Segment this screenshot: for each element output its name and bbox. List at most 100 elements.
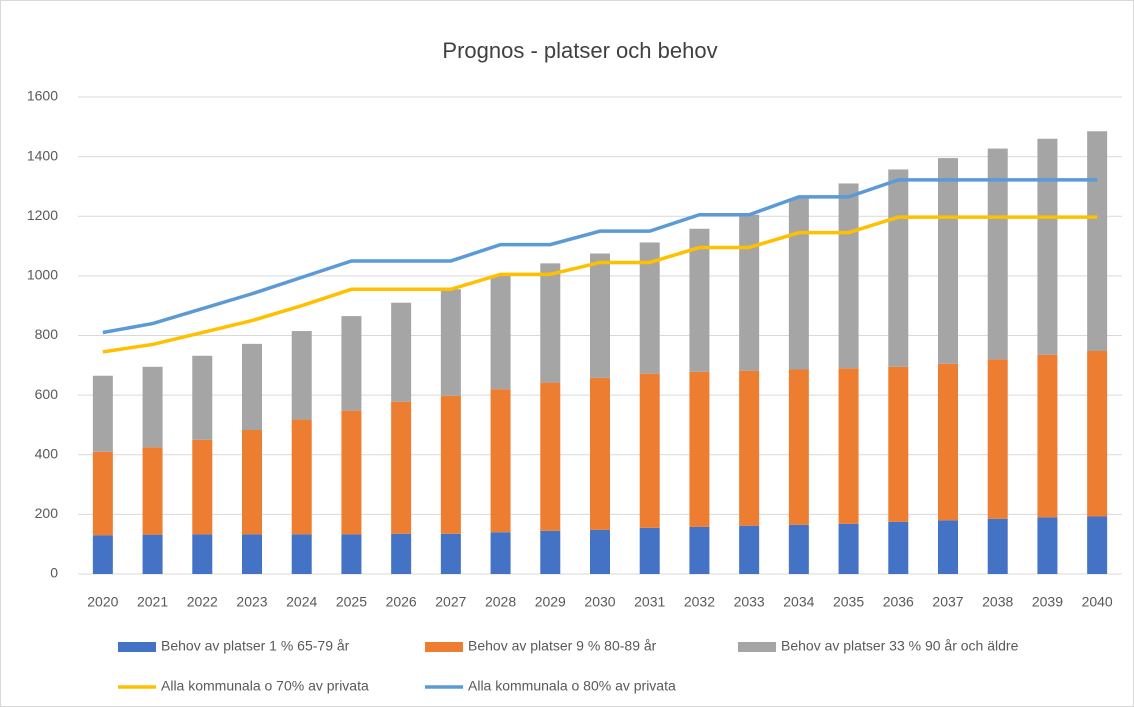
legend-label: Behov av platser 1 % 65-79 år — [161, 638, 350, 654]
bar — [242, 430, 262, 535]
bar — [142, 534, 163, 574]
y-tick-label: 1400 — [27, 147, 58, 163]
x-tick-label: 2021 — [137, 594, 168, 610]
legend-swatch — [425, 642, 463, 652]
bar — [938, 363, 958, 521]
bar — [440, 395, 461, 534]
bar — [888, 521, 909, 574]
bar — [192, 439, 213, 535]
bar — [92, 535, 113, 574]
bar — [391, 533, 412, 574]
legend-label: Behov av platser 33 % 90 år och äldre — [781, 638, 1019, 654]
bar — [1037, 354, 1058, 518]
bar — [888, 366, 909, 522]
bar — [788, 198, 809, 370]
y-tick-label: 600 — [35, 386, 59, 402]
legend-label: Alla kommunala o 70% av privata — [161, 678, 369, 694]
bar — [440, 289, 461, 396]
line — [102, 215, 1098, 354]
bar — [490, 532, 511, 574]
bar — [540, 263, 561, 383]
bar — [590, 377, 610, 530]
bar — [838, 368, 859, 524]
bar — [938, 520, 958, 574]
bar — [341, 410, 362, 535]
bar — [540, 382, 561, 531]
x-tick-label: 2036 — [883, 594, 914, 610]
bar — [689, 371, 710, 527]
bar — [192, 534, 213, 574]
x-tick-label: 2026 — [386, 594, 417, 610]
bar — [490, 275, 511, 390]
bar — [341, 534, 362, 574]
x-tick-label: 2022 — [187, 594, 218, 610]
y-tick-label: 0 — [50, 565, 58, 581]
y-tick-label: 1000 — [27, 267, 58, 283]
bar — [987, 359, 1008, 519]
bar — [888, 169, 909, 367]
x-tick-label: 2023 — [236, 594, 267, 610]
bar — [689, 228, 710, 372]
legend-swatch — [118, 642, 156, 652]
legend-label: Alla kommunala o 80% av privata — [468, 678, 676, 694]
chart-title: Prognos - platser och behov — [442, 38, 717, 63]
bar — [788, 369, 809, 525]
x-tick-label: 2035 — [833, 594, 864, 610]
x-tick-label: 2039 — [1032, 594, 1063, 610]
bar — [142, 366, 163, 448]
bar — [788, 524, 809, 574]
bar — [242, 534, 262, 574]
x-tick-label: 2025 — [336, 594, 367, 610]
line — [102, 178, 1098, 335]
x-tick-label: 2030 — [584, 594, 615, 610]
bar — [490, 389, 511, 533]
bar — [1037, 517, 1058, 574]
y-tick-label: 1200 — [27, 207, 58, 223]
legend-swatch — [738, 642, 776, 652]
y-tick-label: 400 — [35, 445, 59, 461]
y-tick-label: 800 — [35, 326, 59, 342]
bar — [739, 525, 760, 574]
bar — [590, 529, 610, 574]
x-tick-label: 2040 — [1082, 594, 1113, 610]
y-tick-label: 200 — [35, 505, 59, 521]
x-tick-label: 2038 — [982, 594, 1013, 610]
bar — [142, 447, 163, 535]
x-tick-label: 2029 — [535, 594, 566, 610]
bar — [291, 331, 312, 420]
bar — [590, 253, 610, 378]
bar — [291, 534, 312, 574]
bar — [987, 148, 1008, 360]
bar — [739, 370, 760, 526]
bar — [192, 355, 213, 440]
bar — [391, 401, 412, 534]
bar — [341, 316, 362, 411]
bar — [987, 518, 1008, 574]
bar — [540, 530, 561, 574]
bar — [440, 533, 461, 574]
bar — [838, 523, 859, 574]
bar — [639, 373, 660, 528]
bar — [1087, 351, 1108, 517]
bar — [92, 451, 113, 536]
x-tick-label: 2034 — [783, 594, 814, 610]
bar — [639, 242, 660, 374]
bar — [938, 158, 958, 364]
bar — [838, 183, 859, 369]
bar — [639, 527, 660, 574]
bar — [242, 343, 262, 431]
bar — [739, 214, 760, 371]
x-tick-label: 2037 — [932, 594, 963, 610]
bar — [689, 526, 710, 574]
x-tick-label: 2033 — [734, 594, 765, 610]
x-tick-label: 2031 — [634, 594, 665, 610]
bar — [1037, 138, 1058, 355]
x-tick-label: 2024 — [286, 594, 317, 610]
bar — [1087, 516, 1108, 574]
x-tick-label: 2020 — [87, 594, 118, 610]
legend-label: Behov av platser 9 % 80-89 år — [468, 638, 657, 654]
bar — [1087, 131, 1108, 352]
y-tick-label: 1600 — [27, 88, 58, 104]
bar — [391, 302, 412, 402]
